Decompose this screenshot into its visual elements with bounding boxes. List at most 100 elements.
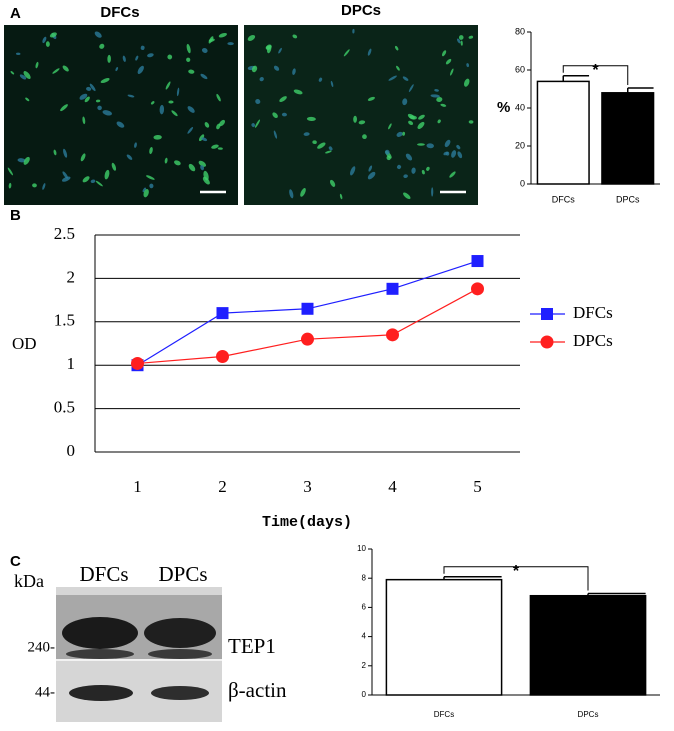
cell xyxy=(188,69,195,74)
cell xyxy=(430,94,440,98)
y-tick-label: 60 xyxy=(515,64,525,74)
cell xyxy=(265,44,272,50)
cell xyxy=(7,167,14,176)
cell xyxy=(149,146,153,155)
cell xyxy=(468,35,474,39)
y-tick-label: 1 xyxy=(67,354,76,373)
cell xyxy=(115,67,119,72)
cell xyxy=(445,58,452,65)
cell xyxy=(116,121,125,128)
x-tick-label: DPCs xyxy=(616,194,640,204)
cell xyxy=(211,144,219,149)
point xyxy=(301,332,314,346)
cell xyxy=(317,142,326,149)
y-tick-label: 6 xyxy=(362,603,367,612)
cell xyxy=(80,153,86,162)
cell xyxy=(405,153,413,161)
cell xyxy=(100,78,110,84)
cell xyxy=(167,54,173,60)
image-label: DPCs xyxy=(341,2,381,19)
band-label: β-actin xyxy=(228,678,287,702)
cell xyxy=(159,104,165,115)
legend-marker xyxy=(540,335,554,349)
cell xyxy=(216,93,221,102)
cell xyxy=(111,162,117,171)
cell xyxy=(279,96,287,103)
cell xyxy=(122,55,126,62)
cell xyxy=(292,34,298,39)
cell xyxy=(330,80,334,88)
cell xyxy=(396,131,403,137)
y-tick-label: 1.5 xyxy=(54,311,75,330)
blot-unit: kDa xyxy=(14,571,44,591)
cell xyxy=(281,112,287,117)
cell xyxy=(273,65,280,71)
point xyxy=(386,328,399,342)
y-tick-label: 0 xyxy=(362,690,367,699)
significance-bracket xyxy=(443,566,589,591)
cell xyxy=(107,54,111,63)
bar xyxy=(529,594,647,696)
cell xyxy=(255,98,261,105)
cell xyxy=(42,183,46,190)
panel-label: C xyxy=(10,553,21,570)
legend-marker xyxy=(541,308,553,320)
cell xyxy=(137,65,144,75)
cell xyxy=(150,101,155,105)
cell xyxy=(82,116,86,125)
cell xyxy=(216,123,221,130)
series-line xyxy=(137,288,478,365)
blot-band xyxy=(148,649,212,659)
cell xyxy=(408,120,414,125)
cell xyxy=(168,100,174,104)
cell xyxy=(95,180,103,187)
cell xyxy=(82,176,90,183)
cell xyxy=(403,174,408,178)
cell xyxy=(63,148,68,158)
cell xyxy=(292,68,296,75)
cell xyxy=(208,36,214,44)
cell xyxy=(171,110,178,117)
cell xyxy=(53,149,57,156)
cell xyxy=(84,96,90,103)
cell xyxy=(458,35,464,40)
cell xyxy=(174,160,181,166)
cell xyxy=(441,50,447,57)
cell xyxy=(293,89,303,95)
x-tick-label: 2 xyxy=(218,477,227,496)
cell xyxy=(421,169,425,175)
cell xyxy=(201,137,208,142)
cell xyxy=(426,143,434,149)
cell xyxy=(79,93,88,100)
cell xyxy=(15,52,21,56)
point xyxy=(386,282,399,295)
cell xyxy=(436,97,443,103)
y-tick-label: 80 xyxy=(515,26,525,36)
cell xyxy=(329,179,336,187)
cell xyxy=(62,65,69,72)
cell xyxy=(411,167,416,174)
y-tick-label: 2 xyxy=(67,267,76,286)
cell xyxy=(202,176,210,185)
band-label: TEP1 xyxy=(228,634,276,658)
cell xyxy=(143,188,149,198)
y-tick-label: 0 xyxy=(520,178,525,188)
cell xyxy=(273,130,278,139)
cell xyxy=(188,163,196,172)
cell xyxy=(417,143,425,146)
cell xyxy=(186,43,191,54)
bar xyxy=(536,80,590,185)
point xyxy=(216,350,229,364)
cell xyxy=(251,65,258,73)
cell xyxy=(99,43,105,49)
significance-label: * xyxy=(592,62,599,79)
cell xyxy=(408,84,414,93)
y-tick-label: 8 xyxy=(362,573,367,582)
cell xyxy=(402,131,406,136)
panel-label: A xyxy=(10,5,21,22)
cell xyxy=(95,99,101,103)
cell xyxy=(90,179,96,184)
cell xyxy=(343,49,350,57)
cell xyxy=(146,175,155,180)
